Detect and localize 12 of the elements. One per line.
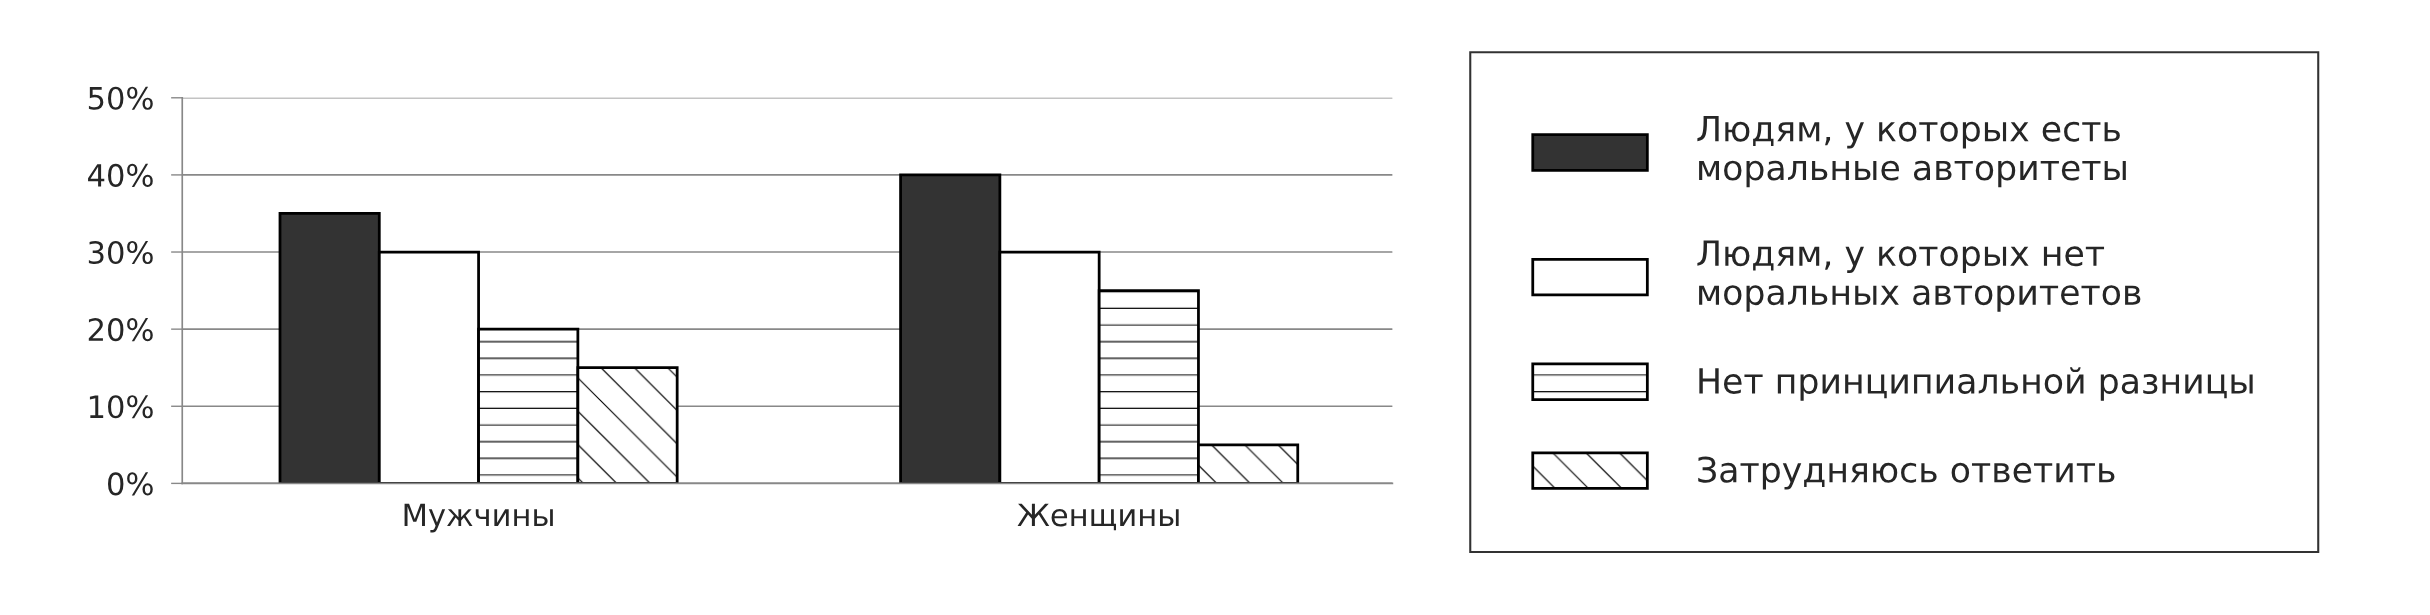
y-tick-label: 30% bbox=[88, 240, 153, 265]
y-tick-label: 20% bbox=[88, 318, 153, 342]
legend-label: Затрудняюсь ответить bbox=[1698, 456, 2115, 490]
y-tick-label: 40% bbox=[88, 163, 153, 187]
legend-label: Нет принципиальной разницы bbox=[1699, 367, 2253, 401]
y-tick-label: 0% bbox=[108, 472, 153, 496]
y-tick-label: 50% bbox=[88, 86, 153, 110]
legend-label: Людям, у которых нет моральных авторитетов bbox=[1697, 240, 2141, 312]
y-tick-label: 10% bbox=[89, 395, 153, 419]
x-tick-label: Мужчины bbox=[404, 503, 553, 533]
legend-label: Людям, у которых есть моральные авторитеты bbox=[1697, 115, 2126, 188]
x-tick-label: Женщины bbox=[1017, 503, 1179, 531]
